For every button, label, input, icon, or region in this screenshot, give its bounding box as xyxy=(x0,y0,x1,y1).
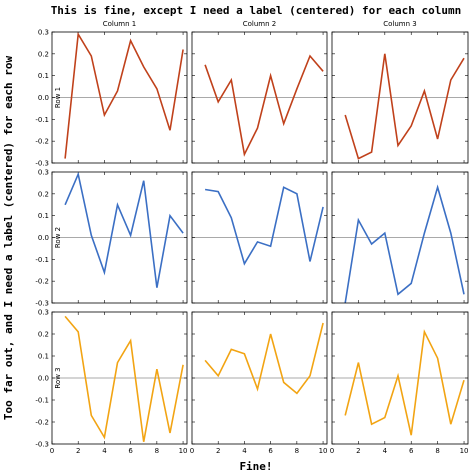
panel-frame xyxy=(331,171,469,304)
y-tick-label: -0.1 xyxy=(35,256,49,264)
x-tick-label: 10 xyxy=(319,447,328,455)
y-tick-label: -0.1 xyxy=(35,397,49,405)
y-tick-label: 0.0 xyxy=(38,234,49,242)
x-tick-label: 4 xyxy=(242,447,247,455)
panel-frame xyxy=(51,171,188,304)
series-line-r1-c1 xyxy=(64,31,184,159)
series-line-r2-c2 xyxy=(204,186,324,266)
series-line-r2-c3 xyxy=(344,184,465,304)
y-tick-label: 0.2 xyxy=(38,331,49,339)
panel-r1-c3 xyxy=(331,31,469,164)
x-tick-label: 0 xyxy=(330,447,334,455)
panel-frame xyxy=(51,311,188,445)
panel-r2-c1: -0.3 -0.2 -0.1 0.0 0.1 0.2 0.3 Row 2 xyxy=(35,169,188,308)
panel-frame xyxy=(191,171,328,304)
series-line-r2-c1 xyxy=(64,171,184,288)
panel-r1-c1: -0.3 -0.2 -0.1 0.0 0.1 0.2 0.3 Row 1 xyxy=(35,29,188,168)
panel-frame xyxy=(191,311,328,445)
series-line-r1-c3 xyxy=(344,53,465,160)
x-tick-label: 8 xyxy=(155,447,159,455)
column-label-2: Column 2 xyxy=(243,20,277,28)
x-tick-label: 10 xyxy=(460,447,469,455)
y-tick-label: 0.1 xyxy=(38,72,49,80)
y-tick-label: 0.1 xyxy=(38,212,49,220)
y-tick-label: -0.3 xyxy=(35,300,49,308)
x-tick-label: 2 xyxy=(356,447,360,455)
panel-frame xyxy=(191,31,328,164)
x-tick-label: 0 xyxy=(190,447,194,455)
y-tick-label: -0.1 xyxy=(35,116,49,124)
x-tick-label: 4 xyxy=(383,447,388,455)
panel-r3-c2: 0 2 4 6 8 10 xyxy=(190,311,328,455)
y-tick-label: 0.2 xyxy=(38,190,49,198)
series-line-r3-c3 xyxy=(344,329,465,436)
x-tick-label: 4 xyxy=(102,447,107,455)
x-tick-label: 6 xyxy=(268,447,273,455)
y-tick-label: 0.0 xyxy=(38,94,49,102)
y-tick-label: -0.3 xyxy=(35,160,49,168)
x-tick-label: 2 xyxy=(216,447,220,455)
y-tick-label: -0.2 xyxy=(35,278,49,286)
panel-frame xyxy=(331,31,469,164)
x-tick-label: 8 xyxy=(295,447,299,455)
y-tick-label: 0.1 xyxy=(38,353,49,361)
column-label-1: Column 1 xyxy=(103,20,137,28)
panel-r3-c1: -0.3 -0.2 -0.1 0.0 0.1 0.2 0.3 0 2 4 6 8 10 Row 3 xyxy=(35,309,187,456)
y-tick-label: 0.3 xyxy=(38,169,49,177)
panel-r1-c2 xyxy=(191,31,328,164)
y-tick-label: 0.3 xyxy=(38,29,49,37)
x-tick-label: 0 xyxy=(50,447,54,455)
y-axis-label: Too far out, and I need a label (centere… xyxy=(2,56,15,421)
panel-grid: Column 1 Column 2 Column 3 -0.3 -0.2 -0.1 0.0 0… xyxy=(35,20,468,455)
panel-r3-c3: 0 2 4 6 8 10 xyxy=(330,311,469,455)
series-line-r3-c1 xyxy=(64,315,184,442)
panel-frame xyxy=(331,311,469,445)
x-tick-label: 8 xyxy=(435,447,439,455)
panel-r2-c2 xyxy=(191,171,328,304)
row-label-1: Row 1 xyxy=(54,87,62,108)
panel-frame xyxy=(51,31,188,164)
y-tick-label: -0.3 xyxy=(35,441,49,449)
chart-title: This is fine, except I need a label (cen… xyxy=(51,4,462,17)
x-axis-label: Fine! xyxy=(239,460,272,473)
panel-r2-c3 xyxy=(331,171,469,304)
row-label-2: Row 2 xyxy=(54,227,62,248)
x-tick-label: 6 xyxy=(409,447,414,455)
row-label-3: Row 3 xyxy=(54,367,62,388)
y-tick-label: 0.3 xyxy=(38,309,49,317)
y-tick-label: -0.2 xyxy=(35,419,49,427)
x-tick-label: 10 xyxy=(179,447,188,455)
x-tick-label: 6 xyxy=(128,447,133,455)
series-line-r1-c2 xyxy=(204,54,324,157)
y-tick-label: -0.2 xyxy=(35,138,49,146)
column-label-3: Column 3 xyxy=(383,20,417,28)
series-line-r3-c2 xyxy=(204,322,324,395)
y-tick-label: 0.2 xyxy=(38,50,49,58)
y-tick-label: 0.0 xyxy=(38,375,49,383)
x-tick-label: 2 xyxy=(76,447,80,455)
